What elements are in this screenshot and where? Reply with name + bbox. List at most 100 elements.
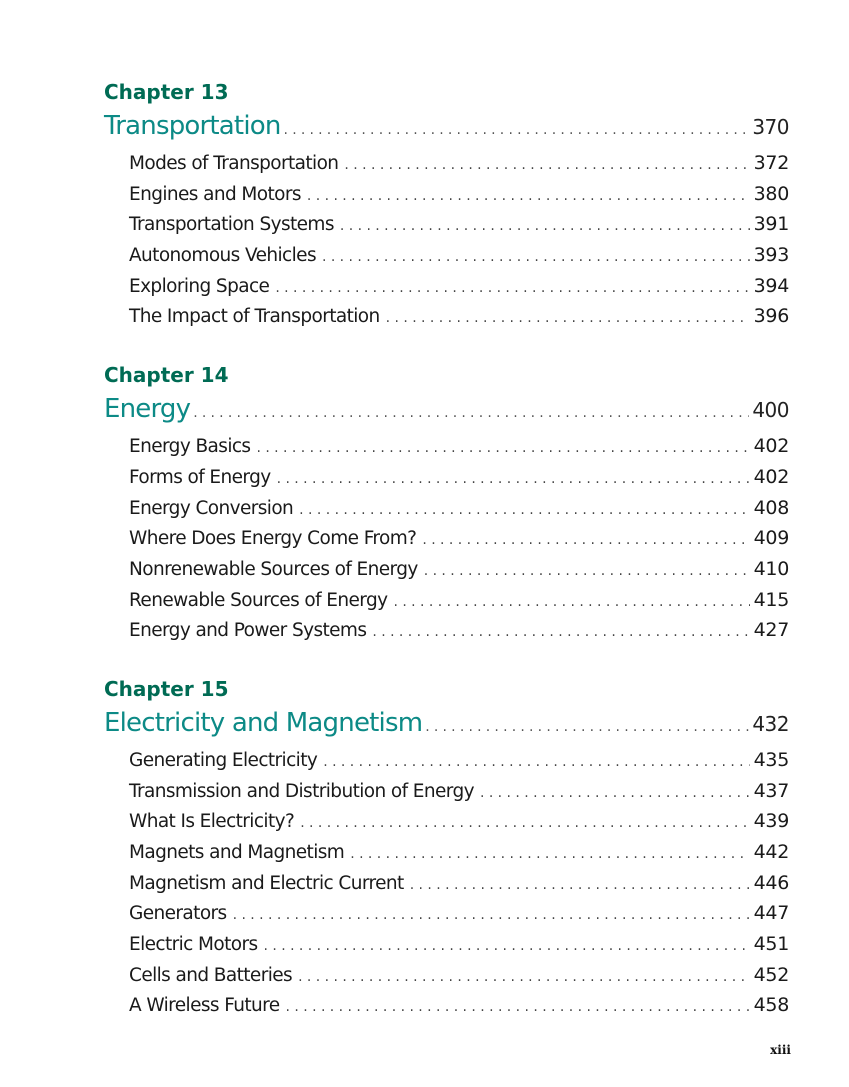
chapter-title: Electricity and Magnetism <box>104 707 423 738</box>
entry-title: Magnets and Magnetism <box>129 842 345 863</box>
table-of-contents: Chapter 13 Transportation ..............… <box>104 76 789 1021</box>
chapter-label: Chapter 14 <box>104 363 229 388</box>
entry-page-number: 409 <box>753 527 790 550</box>
toc-entry[interactable]: Transportation Systems..................… <box>104 209 789 240</box>
toc-entry[interactable]: A Wireless Future.......................… <box>104 990 789 1021</box>
entry-page-number: 458 <box>753 994 790 1017</box>
section-list: Generating Electricity..................… <box>104 745 789 1021</box>
entry-title: Energy Basics <box>129 436 251 458</box>
dot-leader: ........................................… <box>300 815 749 832</box>
entry-page-number: 402 <box>753 435 790 458</box>
entry-page-number: 380 <box>753 182 790 205</box>
dot-leader: ........................................… <box>283 122 750 138</box>
toc-entry[interactable]: Nonrenewable Sources of Energy..........… <box>104 554 789 585</box>
entry-page-number: 452 <box>753 963 790 986</box>
dot-leader: ........................................… <box>232 907 750 924</box>
toc-entry[interactable]: Renewable Sources of Energy.............… <box>104 585 789 616</box>
entry-page-number: 402 <box>753 465 790 488</box>
entry-title: Energy and Power Systems <box>129 620 367 642</box>
entry-title: Autonomous Vehicles <box>129 245 317 267</box>
entry-page-number: 442 <box>753 841 790 863</box>
entry-title: Engines and Motors <box>129 183 302 205</box>
toc-entry[interactable]: Exploring Space.........................… <box>104 271 789 302</box>
entry-title: Nonrenewable Sources of Energy <box>129 558 418 580</box>
dot-leader: ........................................… <box>298 968 750 985</box>
entry-title: Electric Motors <box>129 934 258 956</box>
entry-title: Generating Electricity <box>129 749 318 771</box>
entry-page-number: 427 <box>753 619 790 642</box>
toc-entry[interactable]: Where Does Energy Come From?............… <box>104 523 789 554</box>
dot-leader: ........................................… <box>425 718 750 735</box>
entry-page-number: 446 <box>753 871 790 894</box>
entry-title: The Impact of Transportation <box>129 306 380 328</box>
dot-leader: ........................................… <box>339 218 750 235</box>
chapter-section: Chapter 14 Energy ......................… <box>104 359 789 646</box>
entry-page-number: 394 <box>753 274 790 297</box>
toc-entry[interactable]: Generating Electricity..................… <box>104 745 789 776</box>
entry-page-number: 408 <box>753 496 790 519</box>
dot-leader: ........................................… <box>263 938 750 955</box>
toc-entry[interactable]: Engines and Motors......................… <box>104 179 789 210</box>
toc-entry[interactable]: Modes of Transportation.................… <box>104 148 789 179</box>
chapter-heading[interactable]: Energy .................................… <box>104 391 789 427</box>
toc-entry[interactable]: Energy and Power Systems................… <box>104 615 789 646</box>
chapter-page-number: 400 <box>752 398 789 423</box>
toc-entry[interactable]: The Impact of Transportation............… <box>104 301 789 332</box>
chapter-label: Chapter 15 <box>104 676 229 701</box>
entry-page-number: 410 <box>753 557 790 580</box>
entry-title: Transportation Systems <box>129 214 334 236</box>
entry-page-number: 447 <box>753 902 790 925</box>
toc-entry[interactable]: Magnetism and Electric Current..........… <box>104 868 789 899</box>
chapter-section: Chapter 15 Electricity and Magnetism ...… <box>104 673 789 1021</box>
chapter-heading[interactable]: Electricity and Magnetism ..............… <box>104 705 789 741</box>
entry-page-number: 439 <box>753 810 790 833</box>
entry-page-number: 451 <box>753 933 790 956</box>
chapter-title: Energy <box>104 394 191 425</box>
entry-title: Magnetism and Electric Current <box>129 872 404 894</box>
entry-title: Generators <box>129 903 227 925</box>
entry-title: Exploring Space <box>129 275 270 297</box>
chapter-label: Chapter 13 <box>104 80 229 104</box>
dot-leader: ........................................… <box>393 593 749 610</box>
chapter-title: Transportation <box>104 111 281 141</box>
dot-leader: ........................................… <box>299 501 749 518</box>
entry-title: What Is Electricity? <box>129 811 295 833</box>
toc-entry[interactable]: Cells and Batteries.....................… <box>104 960 789 991</box>
dot-leader: ........................................… <box>306 187 750 204</box>
dot-leader: ........................................… <box>385 310 750 327</box>
chapter-heading[interactable]: Transportation .........................… <box>104 108 789 144</box>
entry-title: Where Does Energy Come From? <box>129 528 417 550</box>
entry-title: Renewable Sources of Energy <box>129 589 388 611</box>
entry-title: Modes of Transportation <box>129 153 339 174</box>
entry-page-number: 437 <box>753 779 790 802</box>
toc-entry[interactable]: Generators..............................… <box>104 898 789 929</box>
section-list: Modes of Transportation.................… <box>104 148 789 332</box>
chapter-page-number: 432 <box>752 711 789 736</box>
toc-entry[interactable]: Forms of Energy.........................… <box>104 462 789 493</box>
section-list: Energy Basics...........................… <box>104 431 789 646</box>
toc-entry[interactable]: Electric Motors.........................… <box>104 929 789 960</box>
dot-leader: ........................................… <box>479 784 750 801</box>
toc-entry[interactable]: Magnets and Magnetism...................… <box>104 837 789 868</box>
toc-entry[interactable]: Energy Conversion.......................… <box>104 493 789 524</box>
dot-leader: ........................................… <box>422 532 750 549</box>
toc-entry[interactable]: What Is Electricity?....................… <box>104 806 789 837</box>
dot-leader: ........................................… <box>275 279 749 296</box>
page-folio: xiii <box>770 1043 791 1057</box>
dot-leader: ........................................… <box>193 405 749 422</box>
toc-entry[interactable]: Transmission and Distribution of Energy.… <box>104 776 789 807</box>
entry-page-number: 396 <box>753 305 790 328</box>
dot-leader: ........................................… <box>344 157 749 173</box>
chapter-section: Chapter 13 Transportation ..............… <box>104 76 789 332</box>
entry-page-number: 415 <box>753 588 790 611</box>
toc-entry[interactable]: Energy Basics...........................… <box>104 431 789 462</box>
dot-leader: ........................................… <box>285 999 750 1016</box>
entry-title: Transmission and Distribution of Energy <box>129 780 475 802</box>
dot-leader: ........................................… <box>372 624 749 641</box>
dot-leader: ........................................… <box>423 562 750 579</box>
dot-leader: ........................................… <box>323 753 749 770</box>
toc-entry[interactable]: Autonomous Vehicles.....................… <box>104 240 789 271</box>
dot-leader: ........................................… <box>256 440 749 457</box>
entry-page-number: 435 <box>753 748 790 771</box>
chapter-page-number: 370 <box>752 115 789 139</box>
